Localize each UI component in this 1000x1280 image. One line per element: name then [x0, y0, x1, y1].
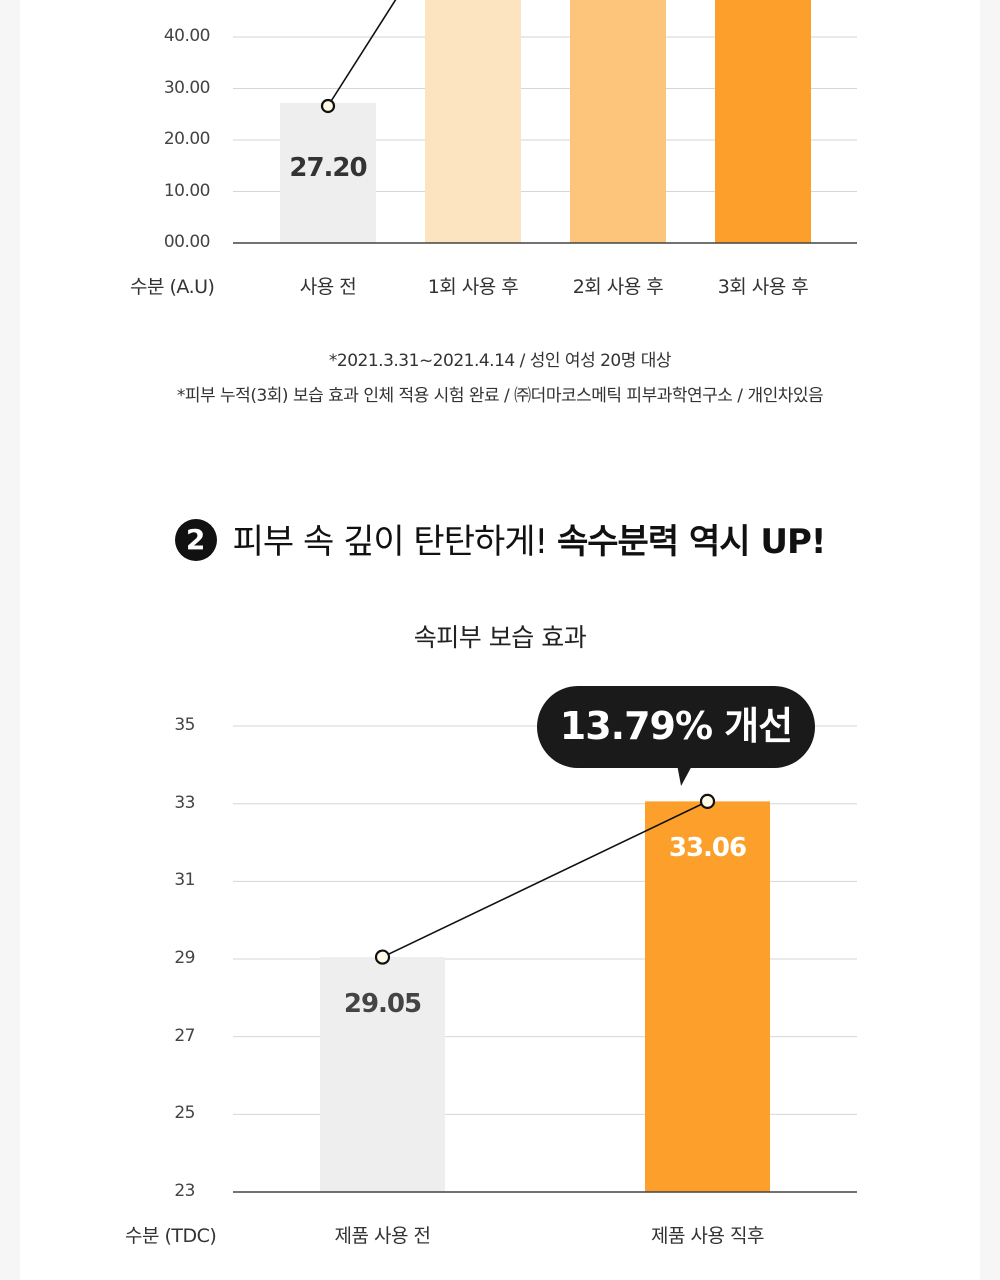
- chart-moisture-au: [233, 0, 857, 244]
- bar-0: [320, 957, 445, 1192]
- x-category-label: 3회 사용 후: [717, 276, 809, 298]
- y-tick-label: 25: [174, 1103, 195, 1124]
- y-tick-label: 40.00: [163, 26, 211, 46]
- y-tick-label: 00.00: [163, 232, 211, 252]
- y-tick-label: 35: [174, 715, 195, 736]
- x-category-label: 1회 사용 후: [427, 276, 519, 298]
- x-category-label: 제품 사용 직후: [651, 1225, 764, 1247]
- bar-0: [280, 102, 376, 243]
- y-tick-label: 27: [174, 1025, 195, 1046]
- y-tick-label: 10.00: [163, 180, 211, 201]
- y-tick-label: 23: [174, 1181, 195, 1201]
- bar-value-label: 29.05: [343, 989, 422, 1020]
- improvement-callout: 13.79% 개선: [537, 686, 815, 768]
- y-axis-label: 수분 (A.U): [130, 276, 215, 298]
- note-study-period: *2021.3.31~2021.4.14 / 성인 여성 20명 대상: [328, 351, 672, 371]
- chart2-title: 속피부 보습 효과: [413, 623, 587, 652]
- bar-1: [425, 0, 521, 243]
- bar-value-label: 33.06: [668, 833, 747, 864]
- heading-bold: 속수분력 역시 UP!: [557, 522, 826, 562]
- data-point-marker: [699, 793, 716, 809]
- data-point-marker: [374, 949, 391, 965]
- note-study-info: *피부 누적(3회) 보습 효과 인체 적용 시험 완료 / ㈜더마코스메틱 피…: [176, 386, 824, 406]
- heading-regular: 피부 속 깊이 탄탄하게!: [232, 522, 549, 562]
- bar-1: [645, 801, 770, 1192]
- trend-line: [382, 800, 708, 958]
- section-heading: 2 피부 속 깊이 탄탄하게! 속수분력 역시 UP!: [0, 514, 1000, 563]
- x-category-label: 사용 전: [299, 276, 357, 298]
- bar-3: [715, 0, 811, 243]
- data-point-marker: [320, 98, 336, 114]
- y-tick-label: 20.00: [163, 129, 211, 149]
- section-number-badge: 2: [174, 519, 217, 561]
- bar-value-label: 27.20: [289, 153, 367, 183]
- y-tick-label: 33: [174, 792, 195, 813]
- y-tick-label: 31: [174, 870, 195, 891]
- trend-line: [327, 0, 397, 107]
- bar-2: [570, 0, 666, 243]
- x-category-label: 2회 사용 후: [572, 276, 664, 298]
- y-tick-label: 30.00: [163, 77, 211, 98]
- y-tick-label: 29: [174, 948, 195, 969]
- y-axis-label: 수분 (TDC): [125, 1225, 217, 1247]
- x-category-label: 제품 사용 전: [334, 1225, 431, 1247]
